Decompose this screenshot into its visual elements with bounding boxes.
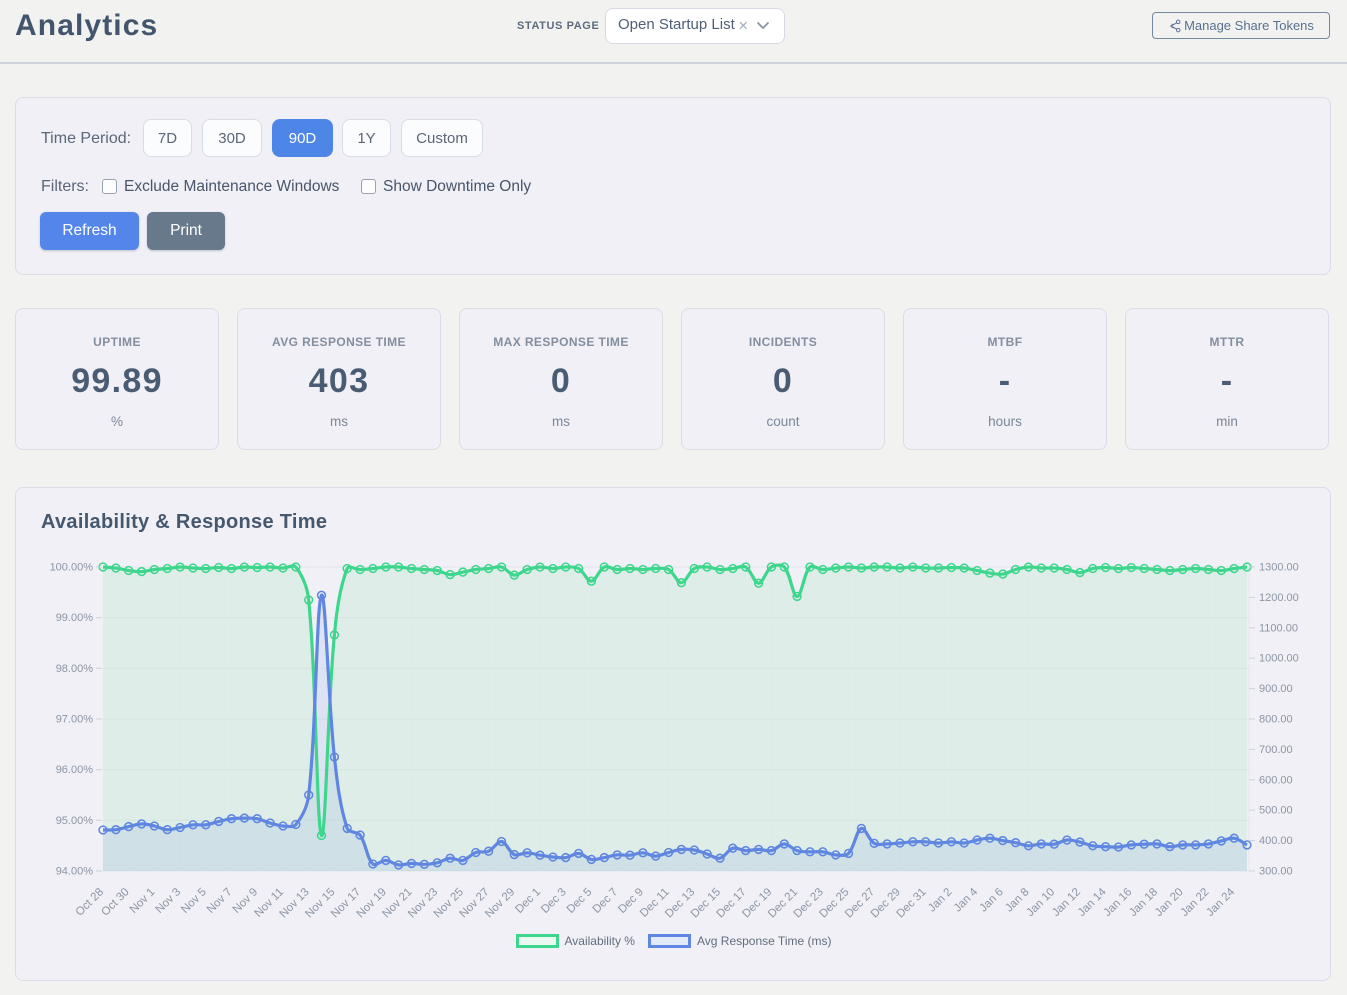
svg-text:800.00: 800.00 bbox=[1259, 714, 1293, 726]
svg-text:Nov 1: Nov 1 bbox=[128, 886, 158, 916]
svg-text:300.00: 300.00 bbox=[1259, 866, 1293, 878]
svg-text:Nov 5: Nov 5 bbox=[179, 886, 209, 916]
svg-text:Jan 24: Jan 24 bbox=[1204, 886, 1237, 919]
svg-text:700.00: 700.00 bbox=[1259, 744, 1293, 756]
svg-text:Dec 5: Dec 5 bbox=[565, 886, 595, 916]
svg-text:Dec 7: Dec 7 bbox=[591, 886, 621, 916]
svg-text:1300.00: 1300.00 bbox=[1259, 562, 1299, 574]
svg-text:98.00%: 98.00% bbox=[56, 663, 94, 675]
svg-text:94.00%: 94.00% bbox=[56, 866, 94, 878]
svg-text:Oct 30: Oct 30 bbox=[99, 886, 131, 918]
svg-text:Jan 6: Jan 6 bbox=[978, 886, 1006, 914]
svg-text:400.00: 400.00 bbox=[1259, 835, 1293, 847]
svg-text:Jan 4: Jan 4 bbox=[952, 886, 981, 915]
svg-text:95.00%: 95.00% bbox=[56, 815, 94, 827]
svg-text:Nov 7: Nov 7 bbox=[205, 886, 235, 916]
svg-text:1100.00: 1100.00 bbox=[1259, 622, 1298, 634]
svg-text:Oct 28: Oct 28 bbox=[74, 886, 106, 918]
svg-text:600.00: 600.00 bbox=[1259, 774, 1293, 786]
svg-text:Jan 2: Jan 2 bbox=[926, 886, 954, 914]
svg-text:99.00%: 99.00% bbox=[56, 612, 94, 624]
svg-text:97.00%: 97.00% bbox=[56, 714, 94, 726]
svg-text:1000.00: 1000.00 bbox=[1259, 653, 1299, 665]
svg-text:Dec 31: Dec 31 bbox=[895, 886, 929, 920]
svg-text:900.00: 900.00 bbox=[1259, 683, 1293, 695]
svg-text:1200.00: 1200.00 bbox=[1259, 592, 1299, 604]
svg-text:Dec 1: Dec 1 bbox=[513, 886, 543, 916]
svg-text:500.00: 500.00 bbox=[1259, 805, 1293, 817]
svg-text:96.00%: 96.00% bbox=[56, 764, 94, 776]
svg-text:Nov 3: Nov 3 bbox=[153, 886, 183, 916]
svg-text:100.00%: 100.00% bbox=[50, 562, 94, 574]
svg-text:Dec 3: Dec 3 bbox=[539, 886, 569, 916]
